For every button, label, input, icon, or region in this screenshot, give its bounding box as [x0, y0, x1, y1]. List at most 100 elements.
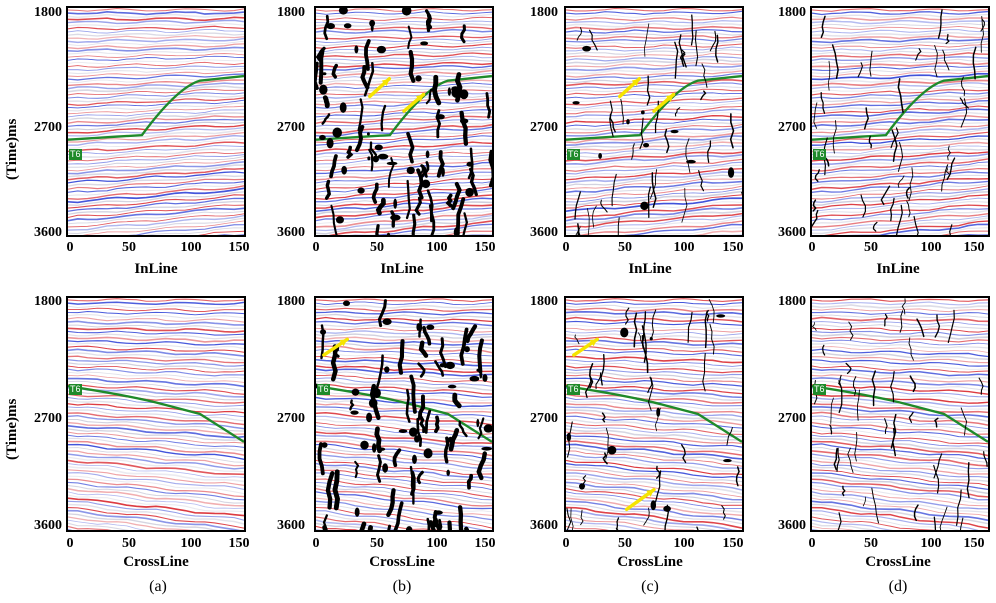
y-tick-2700: 2700 — [34, 411, 62, 426]
y-tick-2700: 2700 — [530, 411, 558, 426]
trace-lines — [316, 298, 492, 530]
y-tick-1800: 1800 — [34, 5, 62, 20]
horizon-marker: T6 — [567, 149, 580, 160]
fault-overlay — [812, 298, 988, 530]
x-axis-label: InLine — [628, 261, 672, 277]
x-tick-50: 50 — [122, 536, 136, 551]
fault-attribute-image — [566, 298, 742, 530]
horizon-line — [68, 384, 244, 443]
y-tick-3600: 3600 — [530, 518, 558, 533]
seismic-section-image — [68, 298, 244, 530]
horizon-marker: T6 — [317, 384, 330, 395]
horizon-marker: T6 — [69, 149, 82, 160]
y-tick-2700: 2700 — [778, 411, 806, 426]
fault-attribute-image — [812, 8, 988, 235]
highlight-arrow-icon — [652, 92, 676, 113]
horizon-line — [68, 74, 244, 141]
seismic-panel-b-top — [314, 6, 494, 237]
seismic-panel-a-bottom: T6 — [66, 296, 246, 532]
horizon-line — [566, 384, 742, 443]
seismic-panel-c-top: T6 — [564, 6, 744, 237]
horizon-marker: T6 — [813, 384, 826, 395]
seismic-panel-c-bottom: T6 — [564, 296, 744, 532]
x-axis-label: CrossLine — [865, 554, 931, 570]
y-tick-1800: 1800 — [277, 294, 305, 309]
x-tick-100: 100 — [920, 536, 942, 551]
x-tick-0: 0 — [312, 240, 320, 255]
fault-overlay — [566, 299, 740, 530]
fault-overlay — [812, 9, 985, 235]
x-tick-100: 100 — [673, 536, 695, 551]
x-tick-0: 0 — [562, 536, 570, 551]
x-axis-label: CrossLine — [123, 554, 189, 570]
x-tick-150: 150 — [963, 240, 985, 255]
highlight-arrow-icon — [624, 487, 656, 512]
seismic-panel-a-top: T6 — [66, 6, 246, 237]
horizon-marker: T6 — [813, 149, 826, 160]
y-tick-2700: 2700 — [778, 120, 806, 135]
highlight-arrow-icon — [572, 337, 599, 357]
fault-overlay — [316, 299, 492, 530]
x-axis-label: CrossLine — [369, 554, 435, 570]
y-tick-2700: 2700 — [34, 120, 62, 135]
y-tick-3600: 3600 — [277, 225, 305, 240]
trace-lines — [68, 8, 244, 235]
horizon-line — [812, 74, 988, 141]
highlight-arrow-icon — [402, 92, 426, 113]
x-tick-50: 50 — [370, 536, 384, 551]
seismic-panel-d-top: T6 — [810, 6, 990, 237]
y-tick-1800: 1800 — [530, 5, 558, 20]
x-tick-0: 0 — [808, 240, 816, 255]
x-axis-label: InLine — [380, 261, 424, 277]
horizon-marker: T6 — [567, 384, 580, 395]
x-tick-0: 0 — [808, 536, 816, 551]
horizon-marker: T6 — [69, 384, 82, 395]
x-tick-100: 100 — [920, 240, 942, 255]
x-tick-150: 150 — [474, 240, 496, 255]
fault-overlay — [572, 14, 742, 235]
y-tick-3600: 3600 — [34, 225, 62, 240]
y-tick-3600: 3600 — [778, 225, 806, 240]
x-tick-0: 0 — [66, 240, 74, 255]
fault-attribute-image — [316, 8, 492, 235]
trace-lines — [68, 298, 244, 530]
y-tick-3600: 3600 — [277, 518, 305, 533]
x-tick-0: 0 — [562, 240, 570, 255]
x-tick-100: 100 — [180, 536, 202, 551]
seismic-panel-b-bottom: T6 — [314, 296, 494, 532]
y-tick-3600: 3600 — [34, 518, 62, 533]
caption-d: (d) — [888, 578, 908, 595]
seismic-section-image — [68, 8, 244, 235]
highlight-arrow-icon — [322, 337, 349, 357]
fault-attribute-image — [566, 8, 742, 235]
x-tick-50: 50 — [618, 240, 632, 255]
x-tick-150: 150 — [722, 240, 744, 255]
x-tick-50: 50 — [370, 240, 384, 255]
x-tick-150: 150 — [474, 536, 496, 551]
fault-overlay — [316, 8, 492, 235]
x-axis-label: CrossLine — [617, 554, 683, 570]
x-tick-50: 50 — [618, 536, 632, 551]
trace-lines — [566, 298, 742, 530]
horizon-line — [812, 384, 988, 443]
caption-b: (b) — [392, 578, 412, 595]
y-tick-2700: 2700 — [530, 120, 558, 135]
x-tick-150: 150 — [228, 536, 250, 551]
y-tick-3600: 3600 — [530, 225, 558, 240]
y-tick-2700: 2700 — [277, 120, 305, 135]
highlight-arrow-icon — [618, 77, 642, 99]
highlight-arrow-icon — [368, 77, 392, 99]
y-tick-1800: 1800 — [778, 294, 806, 309]
x-axis-label: InLine — [134, 261, 178, 277]
y-tick-1800: 1800 — [34, 294, 62, 309]
trace-lines — [812, 298, 988, 530]
fault-attribute-image — [812, 298, 988, 530]
x-tick-50: 50 — [122, 240, 136, 255]
x-tick-150: 150 — [963, 536, 985, 551]
y-axis-label-top: (Time)ms — [4, 118, 20, 180]
x-tick-100: 100 — [426, 536, 448, 551]
x-tick-50: 50 — [864, 240, 878, 255]
y-tick-1800: 1800 — [778, 5, 806, 20]
x-tick-50: 50 — [864, 536, 878, 551]
y-tick-1800: 1800 — [530, 294, 558, 309]
